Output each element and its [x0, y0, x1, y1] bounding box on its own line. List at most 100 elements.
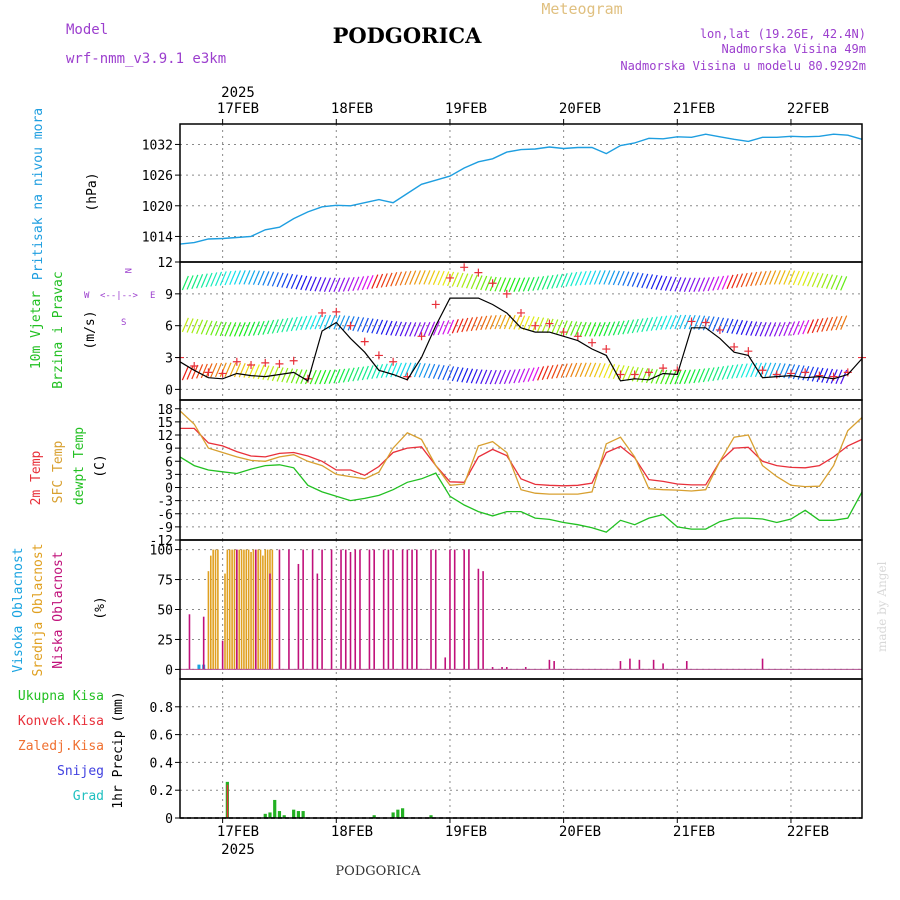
wind-barb [432, 270, 440, 285]
wind-barb [470, 368, 478, 384]
footer-label: PODGORICA [335, 864, 421, 879]
wind-gust-marker [289, 356, 298, 365]
wind-barb [191, 274, 199, 290]
wind-barb [380, 363, 388, 379]
wind-barb [442, 365, 450, 381]
wind-barb [835, 275, 843, 291]
wind-barb [352, 366, 360, 382]
wind-barb [579, 270, 587, 286]
wind-barb [461, 367, 469, 383]
wind-barb [778, 321, 786, 337]
wind-barb [196, 364, 204, 379]
wind-barb [769, 322, 777, 337]
wind-barb [622, 320, 630, 335]
wind-barb [783, 270, 791, 285]
legend-freezing-rain: Zaledj.Kisa [18, 739, 104, 754]
precip-bar [268, 812, 272, 818]
wind-barb [816, 273, 824, 288]
wind-barb [243, 270, 251, 285]
wind-barb [357, 317, 365, 332]
wind-barb [598, 322, 606, 337]
wind-barb [518, 368, 526, 383]
west-label: W [84, 291, 90, 301]
wind-barb [191, 318, 199, 334]
wind-barb [186, 318, 194, 333]
wind-barb [840, 315, 848, 330]
day-label: 17FEB [217, 101, 259, 117]
wind-barb [352, 276, 360, 292]
wind-barb [503, 277, 511, 292]
legend-snow: Snijeg [57, 764, 104, 779]
wind-barb [229, 270, 237, 285]
wind-barb [323, 369, 332, 385]
precip-bar [273, 799, 277, 818]
y-tick-label: 0 [165, 482, 173, 497]
y-tick-label: 12 [157, 256, 173, 271]
wind-barb [537, 366, 545, 381]
y-tick-label: 75 [157, 574, 173, 589]
wind-barb [494, 314, 502, 330]
wind-barb [451, 319, 459, 334]
cloud-unit: (%) [93, 596, 108, 619]
wind-barb [210, 362, 218, 378]
legend-total-rain: Ukupna Kisa [18, 689, 104, 704]
wind-barb [537, 275, 545, 291]
y-tick-label: 3 [165, 468, 173, 483]
wind-barb [186, 365, 194, 380]
wind-barb [286, 368, 294, 383]
wind-barb [631, 272, 639, 287]
wind-barb [309, 276, 317, 292]
wind-barb [669, 314, 677, 330]
wind-barb [769, 270, 777, 285]
wind-barb [508, 369, 516, 384]
temp-unit: (C) [93, 454, 108, 477]
wind-barb [726, 274, 734, 290]
wind-barb [347, 367, 355, 383]
wind-gust-marker [715, 325, 724, 334]
wind-barb [612, 321, 620, 336]
wind-barb [693, 315, 701, 330]
wind-barb [731, 274, 739, 289]
wind-barb [489, 369, 497, 385]
wind-barb [811, 367, 819, 382]
wind-barb [593, 322, 601, 337]
wind-barb [380, 320, 388, 335]
wind-barb [735, 363, 744, 379]
wind-barb [432, 364, 440, 379]
wind-barb [655, 275, 663, 290]
wind-barb [385, 320, 393, 336]
y-tick-label: 9 [165, 442, 173, 457]
wind-barb [484, 276, 493, 291]
wind-barb [513, 368, 521, 384]
y-tick-label: 12 [157, 429, 173, 444]
precip-bar [372, 815, 376, 818]
wind-gust-marker [517, 308, 525, 317]
wind-barb [470, 316, 478, 332]
wind-barb [806, 366, 815, 382]
wind-barb [825, 274, 834, 289]
wind-barb [584, 322, 592, 337]
wind-barb [262, 365, 270, 380]
wind-barb [806, 319, 815, 334]
wind-barb [409, 270, 417, 285]
temperature-line-2 [179, 456, 863, 533]
precip-bar [296, 811, 301, 818]
wind-barb [688, 369, 696, 384]
wind-barb [238, 270, 246, 285]
wind-barb [603, 270, 611, 285]
wind-barb [721, 365, 729, 380]
wind-barb [773, 322, 781, 337]
wind-gust-marker [389, 357, 398, 366]
day-label: 20FEB [559, 101, 601, 117]
compass-cross: <--|--> [100, 291, 139, 301]
wind-barb [683, 314, 691, 330]
wind-barb [286, 273, 294, 289]
wind-unit: (m/s) [83, 310, 98, 349]
wind-barb [555, 363, 564, 379]
y-tick-label: 1020 [142, 200, 173, 215]
wind-barb [641, 273, 649, 289]
temperature-line-1 [179, 410, 863, 495]
wind-barb [740, 320, 748, 336]
wind-barb [489, 276, 497, 292]
wind-gust-marker [190, 362, 199, 371]
